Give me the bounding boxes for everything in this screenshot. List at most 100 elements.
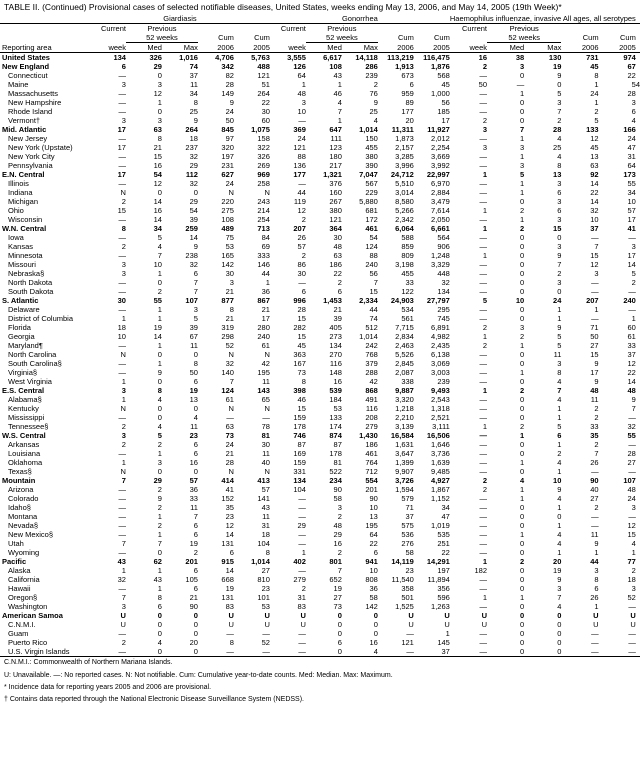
data-cell: 461 (342, 449, 378, 458)
data-cell: 0 (524, 620, 561, 629)
data-cell: — (450, 179, 487, 188)
data-cell: 20 (524, 557, 561, 566)
data-cell: 6 (378, 80, 414, 89)
data-cell: 12 (126, 89, 162, 98)
data-cell: 11 (162, 422, 198, 431)
data-cell: 53 (198, 242, 234, 251)
data-cell: 41 (198, 485, 234, 494)
data-cell: N (234, 350, 270, 359)
data-cell: 7 (306, 107, 342, 116)
data-cell: 320 (198, 143, 234, 152)
data-cell: N (90, 188, 126, 197)
data-cell: 1 (524, 521, 561, 530)
data-cell: 4,706 (198, 53, 234, 63)
data-cell: 2 (561, 107, 598, 116)
data-cell: 3 (524, 242, 561, 251)
data-cell: 26 (561, 458, 598, 467)
data-cell: U (414, 620, 450, 629)
data-cell: 7 (524, 593, 561, 602)
data-cell: 20 (162, 638, 198, 647)
data-cell: 57 (234, 485, 270, 494)
data-cell: 1,075 (234, 125, 270, 134)
data-cell: 258 (234, 179, 270, 188)
data-cell: 48 (561, 386, 598, 395)
data-cell: 4 (126, 638, 162, 647)
data-cell: 2 (450, 323, 487, 332)
data-cell: 24 (561, 89, 598, 98)
data-cell: 1 (524, 503, 561, 512)
table-row: Pennsylvania—16292312691362173903,9963,9… (0, 161, 640, 170)
data-cell: 22,997 (414, 170, 450, 179)
data-cell: — (450, 269, 487, 278)
col-prev: Previous (487, 24, 561, 34)
data-cell: 14 (198, 530, 234, 539)
data-cell: 536 (378, 530, 414, 539)
data-cell: 0 (162, 629, 198, 638)
data-cell: 90 (561, 476, 598, 485)
data-cell: 11 (561, 530, 598, 539)
data-cell: 0 (487, 395, 524, 404)
data-cell: 0 (524, 638, 561, 647)
table-row: Alabama§14136165461844913,3202,543—04119 (0, 395, 640, 404)
data-cell: 28 (599, 89, 636, 98)
area-name: C.N.M.I. (0, 620, 90, 629)
data-cell: 55 (599, 179, 636, 188)
data-cell: 4 (524, 602, 561, 611)
data-cell: — (270, 638, 306, 647)
data-cell: 9 (561, 539, 598, 548)
data-cell: 906 (414, 242, 450, 251)
data-cell: 240 (234, 332, 270, 341)
data-cell: 134 (414, 287, 450, 296)
area-name: Alaska (0, 566, 90, 575)
data-cell: — (198, 413, 234, 422)
data-cell: — (270, 494, 306, 503)
data-cell: 941 (342, 557, 378, 566)
data-cell: 145 (414, 638, 450, 647)
data-cell: 24 (524, 296, 561, 305)
area-name: Connecticut (0, 71, 90, 80)
area-name: Arizona (0, 485, 90, 494)
data-cell: — (270, 647, 306, 657)
data-cell: 2 (561, 404, 598, 413)
data-cell: — (90, 134, 126, 143)
data-cell: 2 (450, 485, 487, 494)
area-name: Georgia (0, 332, 90, 341)
data-cell: 116 (306, 359, 342, 368)
data-cell: 0 (487, 467, 524, 476)
data-cell: 21 (234, 305, 270, 314)
data-cell: 14 (599, 377, 636, 386)
data-cell: 165 (198, 251, 234, 260)
data-cell: — (450, 530, 487, 539)
data-cell: 13 (524, 170, 561, 179)
area-name: E.N. Central (0, 170, 90, 179)
data-cell: 0 (162, 611, 198, 620)
data-cell: — (90, 494, 126, 503)
data-cell: 579 (378, 494, 414, 503)
data-cell: 269 (234, 161, 270, 170)
data-cell: 41 (599, 224, 636, 233)
data-cell: 0 (162, 350, 198, 359)
data-cell: 3 (599, 584, 636, 593)
data-cell: 107 (162, 296, 198, 305)
data-cell: 10 (342, 566, 378, 575)
data-cell: 184 (306, 395, 342, 404)
data-cell: 0 (487, 350, 524, 359)
data-cell: 158 (234, 134, 270, 143)
data-cell: 7 (599, 404, 636, 413)
data-cell: 280 (234, 323, 270, 332)
data-cell: — (450, 152, 487, 161)
area-name: Rhode Island (0, 107, 90, 116)
data-cell: — (599, 413, 636, 422)
data-cell: 71 (561, 323, 598, 332)
data-cell: 58 (342, 593, 378, 602)
area-name: Pacific (0, 557, 90, 566)
data-cell: 7 (90, 593, 126, 602)
data-cell: 534 (378, 305, 414, 314)
data-cell: 31 (270, 593, 306, 602)
data-cell: 6 (342, 548, 378, 557)
data-cell: 178 (306, 449, 342, 458)
data-cell: 142 (342, 602, 378, 611)
area-name: Vermont† (0, 116, 90, 125)
data-cell: 0 (487, 620, 524, 629)
data-cell: 134 (90, 53, 126, 63)
